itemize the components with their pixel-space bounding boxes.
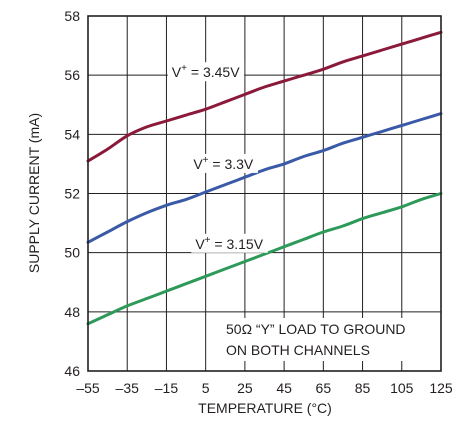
x-tick-label-3: 5 (202, 380, 210, 396)
y-tick-label-6: 58 (64, 8, 80, 24)
x-tick-label-9: 125 (429, 380, 453, 396)
series-label-bg-1 (189, 153, 258, 173)
y-tick-label-3: 52 (64, 186, 80, 202)
y-tick-label-2: 50 (64, 245, 80, 261)
x-tick-label-4: 25 (237, 380, 253, 396)
x-tick-labels: –55 –35 –15 5 25 45 65 85 105 125 (76, 380, 453, 396)
series-label-v: V (172, 64, 182, 80)
x-tick-label-8: 105 (390, 380, 414, 396)
x-tick-label-0: –55 (76, 380, 100, 396)
y-tick-label-0: 46 (64, 363, 80, 379)
x-axis-title: TEMPERATURE (°C) (198, 400, 332, 416)
annotation-line-1: 50Ω “Y” LOAD TO GROUND (226, 321, 406, 337)
series-label-bg-0 (167, 62, 245, 82)
series-line-2 (86, 192, 443, 326)
series-label-value: = 3.15V (211, 236, 264, 252)
annotation-line-2: ON BOTH CHANNELS (226, 342, 370, 358)
series-label-sup: + (181, 63, 187, 74)
series-label-sup: + (205, 235, 211, 246)
x-tick-label-6: 65 (316, 380, 332, 396)
series-label-sup: + (203, 155, 209, 166)
x-tick-label-5: 45 (276, 380, 292, 396)
series-line-1 (86, 112, 443, 244)
series-label-v: V (195, 236, 205, 252)
series-label-value: = 3.3V (209, 156, 254, 172)
series-label-text-1: V+ = 3.3V (193, 155, 254, 172)
series-label-v: V (193, 156, 203, 172)
x-tick-label-1: –35 (116, 380, 140, 396)
plot-frame (87, 15, 442, 372)
y-tick-labels: 46 48 50 52 54 56 58 (64, 8, 80, 379)
y-tick-label-5: 56 (64, 67, 80, 83)
x-tick-label-2: –15 (155, 380, 179, 396)
y-axis-title: SUPPLY CURRENT (mA) (26, 113, 42, 273)
series-label-value: = 3.45V (187, 64, 240, 80)
y-tick-label-4: 54 (64, 126, 80, 142)
series-label-bg-2 (191, 233, 268, 253)
x-tick-label-7: 85 (355, 380, 371, 396)
grid-lines (87, 15, 442, 372)
series-line-0 (86, 30, 443, 163)
data-series (86, 30, 443, 326)
series-label-0: V+ = 3.45V (167, 62, 245, 82)
annotation-bg (221, 318, 411, 361)
load-annotation: 50Ω “Y” LOAD TO GROUND ON BOTH CHANNELS (221, 318, 411, 361)
series-label-2: V+ = 3.15V (191, 233, 268, 253)
series-label-text-0: V+ = 3.45V (172, 63, 240, 80)
series-label-text-2: V+ = 3.15V (195, 235, 263, 252)
y-tick-label-1: 48 (64, 304, 80, 320)
series-label-1: V+ = 3.3V (189, 153, 258, 173)
